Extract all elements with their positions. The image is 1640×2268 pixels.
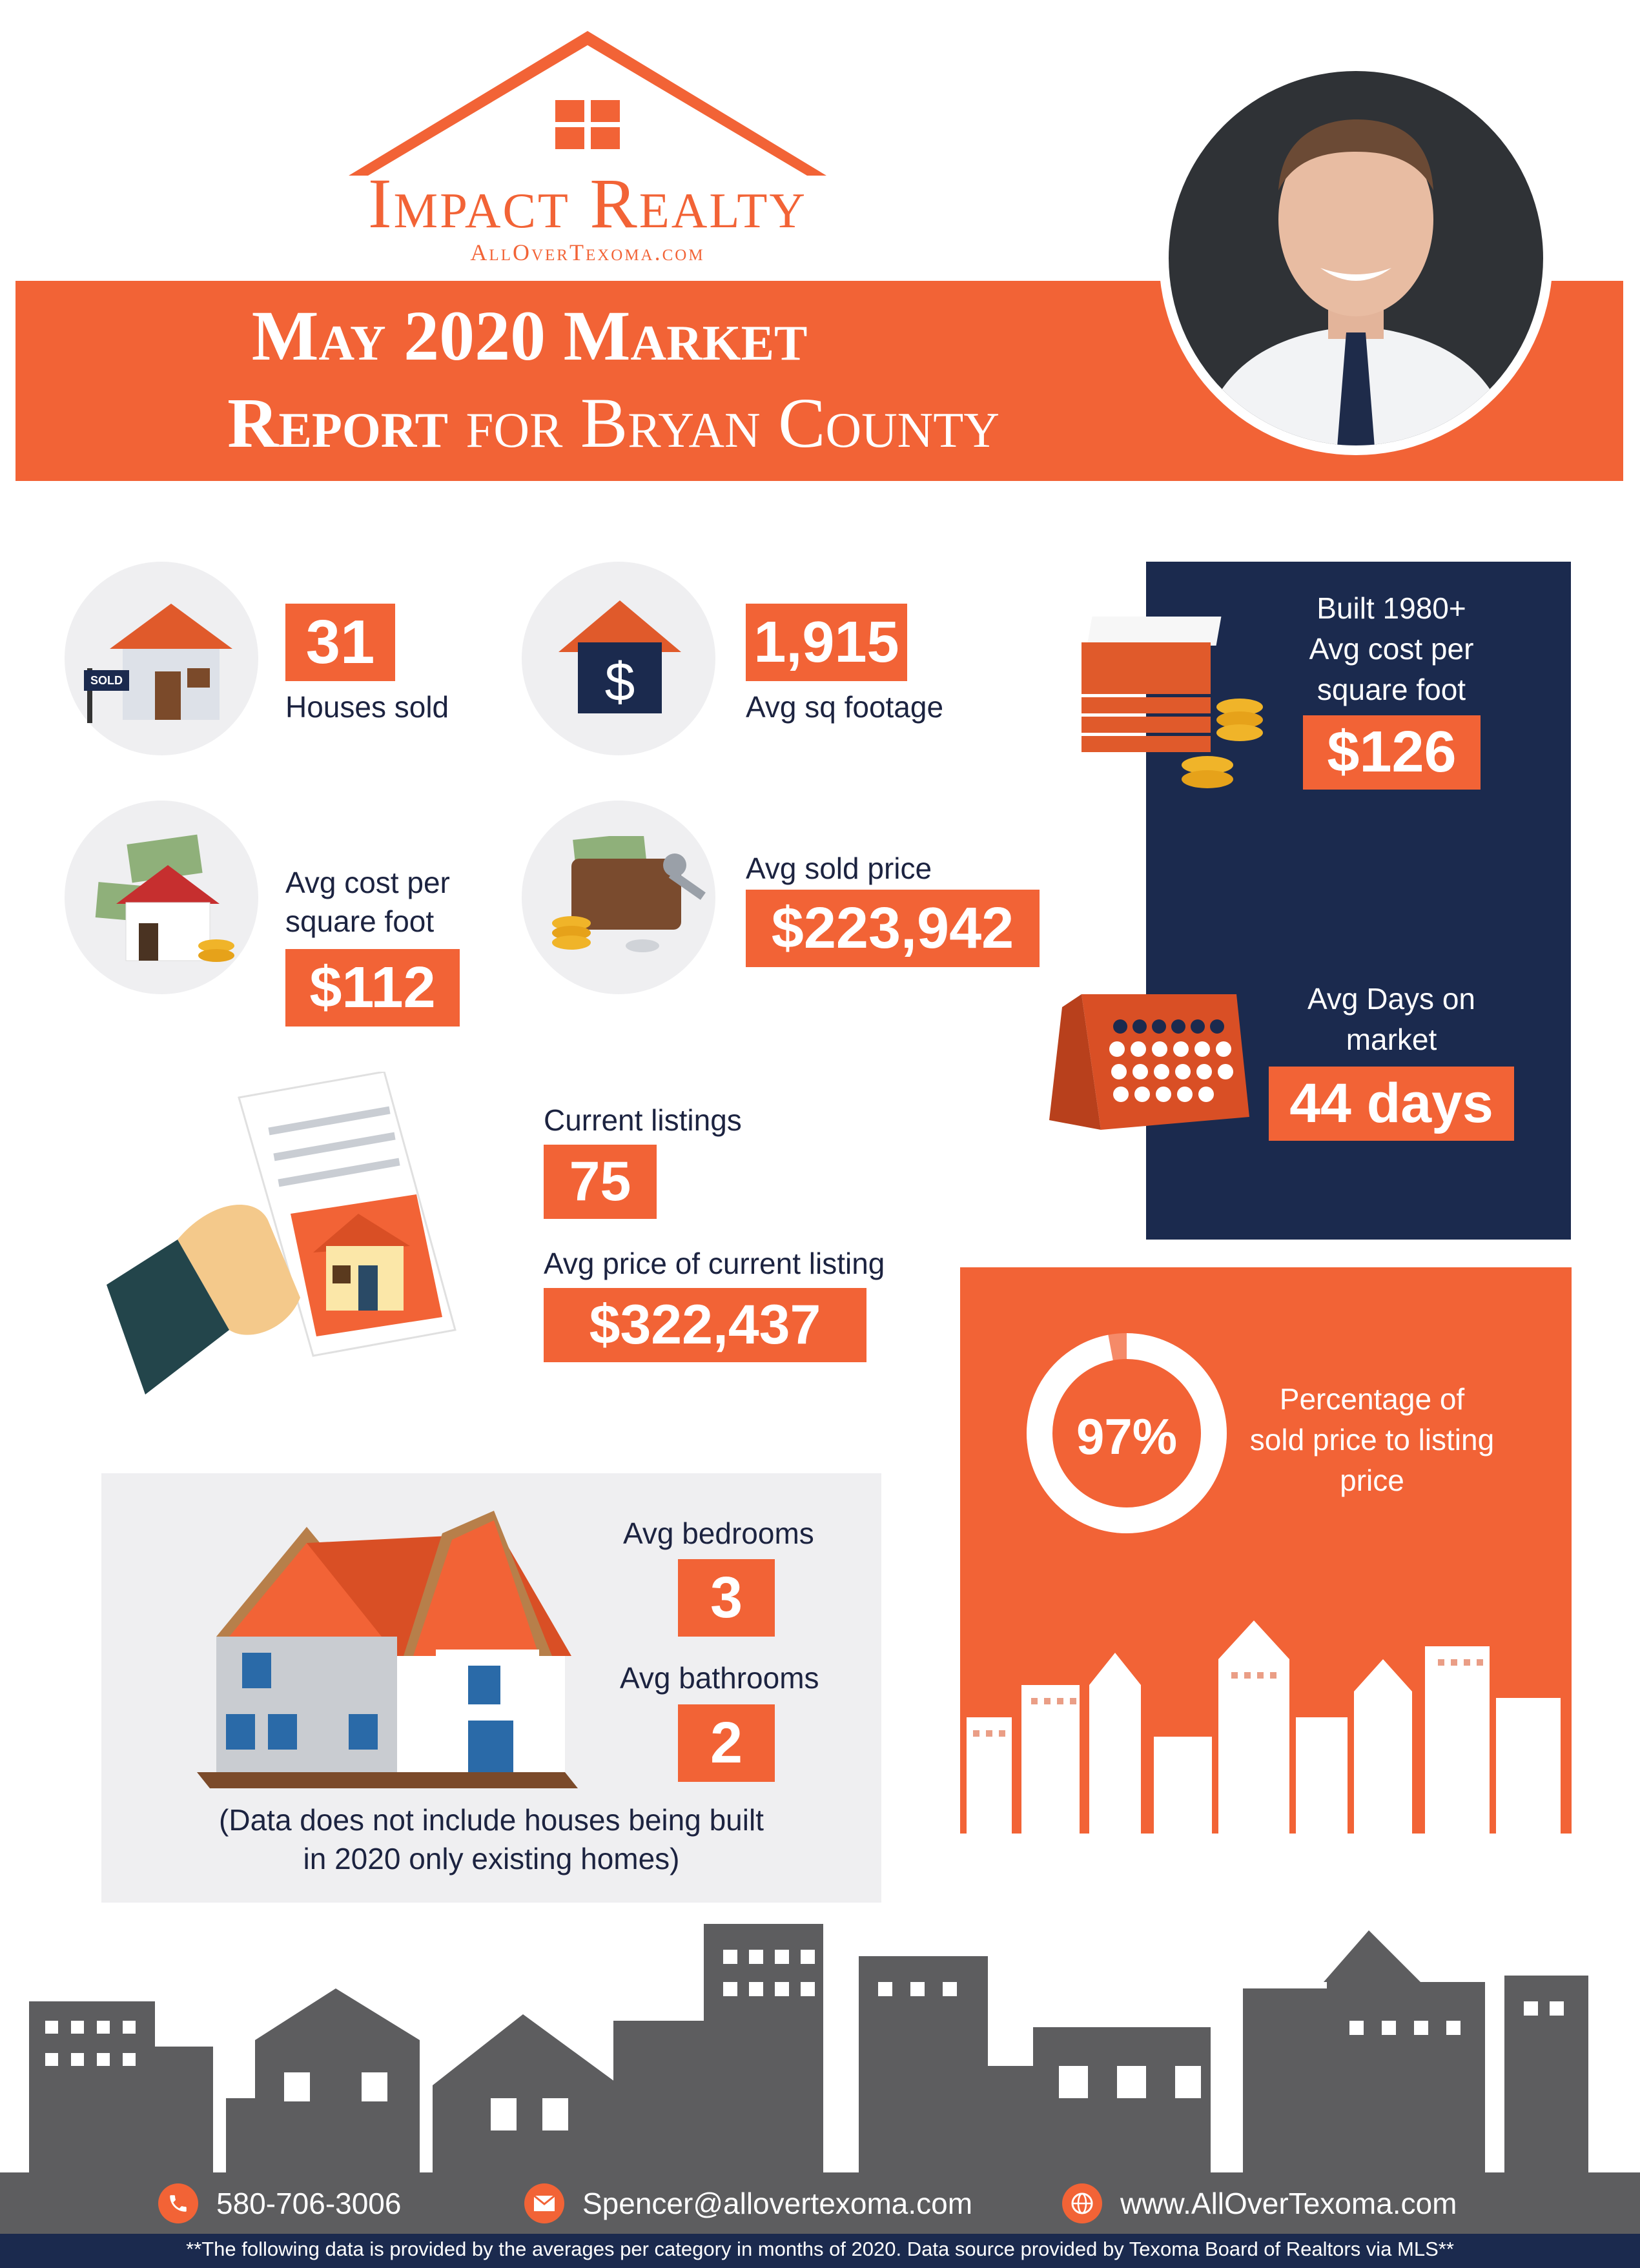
rooms-note-line1: (Data does not include houses being buil… [219, 1803, 764, 1837]
banner-line2: Report for Bryan County [58, 381, 1169, 465]
percentage-donut [1027, 1333, 1227, 1533]
phone-icon [158, 2183, 198, 2223]
footer-skyline-icon [29, 1924, 1588, 2172]
footer-bar [0, 2172, 1640, 2234]
sold-sign-text: SOLD [90, 674, 123, 687]
sold-price-label: Avg sold price [746, 852, 932, 885]
hand-document-icon [107, 1072, 456, 1395]
avg-bedrooms-label: Avg bedrooms [623, 1517, 814, 1550]
banner-line1: May 2020 Market [251, 296, 808, 375]
email-item[interactable]: Spencer@allovertexoma.com [524, 2182, 972, 2224]
banner-line2-bold: Report [227, 383, 449, 462]
logo-roof-icon [349, 31, 826, 176]
brand-site: AllOverTexoma.com [470, 240, 705, 265]
money-stack-icon [1081, 617, 1263, 788]
avg-bedrooms-value: 3 [678, 1559, 775, 1637]
current-listings-value: 75 [544, 1145, 657, 1219]
cost-sqft-label-2: square foot [285, 904, 435, 938]
built-1980-value: $126 [1303, 715, 1481, 790]
sold-price-value: $223,942 [746, 890, 1040, 967]
sq-footage-value: 1,915 [746, 604, 907, 681]
email-icon [524, 2183, 564, 2223]
globe-icon [1062, 2183, 1102, 2223]
dollar-glyph: $ [605, 651, 635, 712]
built-1980-label-2: Avg cost per [1309, 632, 1474, 666]
brand-name: Impact Realty [368, 164, 807, 243]
houses-sold-label: Houses sold [285, 690, 449, 724]
avg-bathrooms-label: Avg bathrooms [620, 1661, 819, 1695]
two-story-house-icon [197, 1511, 578, 1788]
built-1980-label-1: Built 1980+ [1317, 591, 1466, 625]
avg-price-listing-value: $322,437 [544, 1288, 866, 1362]
phone-item[interactable]: 580-706-3006 [158, 2182, 401, 2224]
avg-days-label-1: Avg Days on [1307, 982, 1475, 1016]
avg-days-value: 44 days [1269, 1067, 1514, 1141]
wallet-key-icon [552, 836, 706, 952]
banner-line2-rest: for Bryan County [466, 383, 999, 462]
built-1980-label-3: square foot [1317, 673, 1466, 706]
city-skyline-icon [960, 1620, 1572, 1940]
email-address[interactable]: Spencer@allovertexoma.com [582, 2186, 973, 2220]
calendar-icon [1049, 994, 1249, 1130]
rooms-note-line2: in 2020 only existing homes) [303, 1842, 680, 1875]
houses-sold-value: 31 [285, 604, 395, 681]
website-item[interactable]: www.AllOverTexoma.com [1062, 2182, 1457, 2224]
house-dollar-icon: $ [559, 600, 681, 713]
cost-sqft-value: $112 [285, 949, 460, 1027]
phone-number[interactable]: 580-706-3006 [216, 2186, 402, 2220]
avg-price-listing-label: Avg price of current listing [544, 1247, 885, 1280]
percentage-donut-arc [1027, 1333, 1227, 1533]
money-house-icon [95, 834, 234, 962]
avg-days-label-2: market [1346, 1023, 1437, 1056]
disclaimer-text: **The following data is provided by the … [186, 2238, 1454, 2260]
percentage-label-2: sold price to listing [1249, 1423, 1495, 1456]
current-listings-label: Current listings [544, 1103, 742, 1137]
website-url[interactable]: www.AllOverTexoma.com [1120, 2186, 1457, 2220]
sq-footage-label: Avg sq footage [746, 690, 944, 724]
cost-sqft-label-1: Avg cost per [285, 866, 450, 899]
disclaimer-bar [0, 2234, 1640, 2268]
house-sold-icon: SOLD [84, 604, 232, 723]
agent-portrait-avatar [1159, 61, 1553, 455]
percentage-value: 97% [1076, 1408, 1178, 1465]
percentage-label-3: price [1340, 1464, 1404, 1497]
percentage-label-1: Percentage of [1279, 1382, 1465, 1416]
avg-bathrooms-value: 2 [678, 1704, 775, 1782]
